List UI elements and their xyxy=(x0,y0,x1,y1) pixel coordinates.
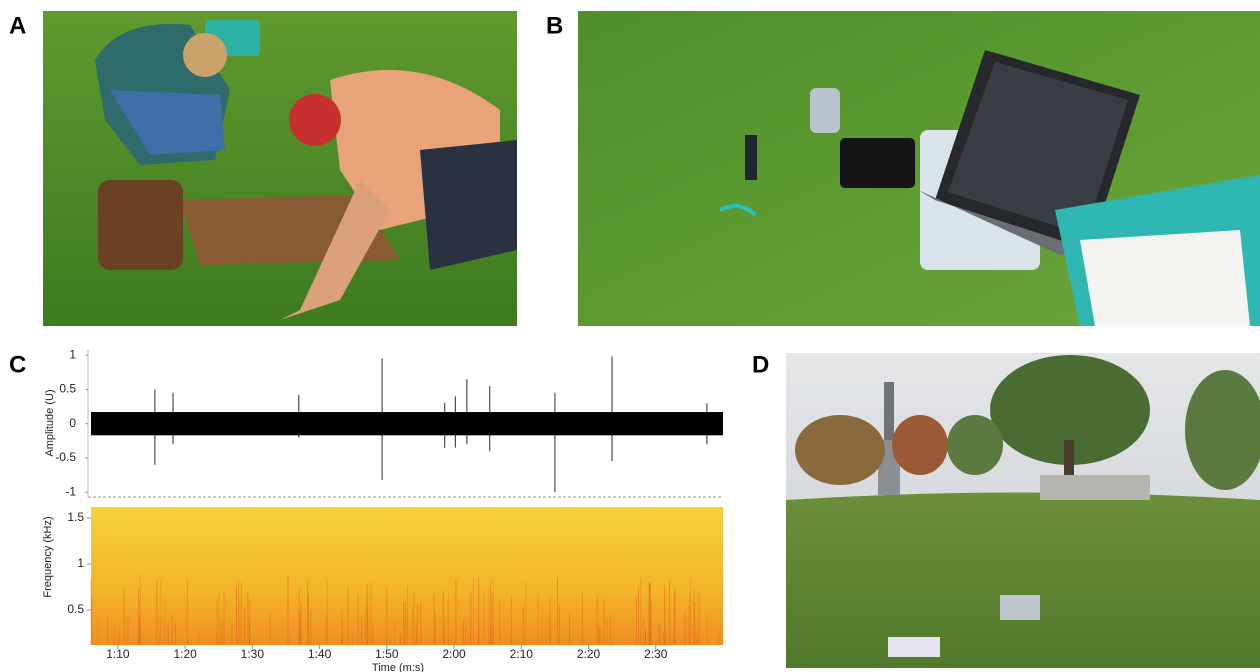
y-axis-label: Amplitude (U) xyxy=(44,389,56,456)
y-tick-label: 1.5 xyxy=(67,510,84,524)
x-tick-label: 1:40 xyxy=(308,647,332,661)
x-tick-label: 1:20 xyxy=(173,647,197,661)
x-tick-label: 2:10 xyxy=(510,647,534,661)
waveform-band xyxy=(91,412,723,435)
x-axis-label: Time (m:s) xyxy=(372,662,424,672)
y-tick-label: 1 xyxy=(77,556,84,570)
panel-label: A xyxy=(9,12,26,39)
panel-label: D xyxy=(752,351,769,378)
panel-label: C xyxy=(9,351,26,378)
panel-label: B xyxy=(546,12,563,39)
x-tick-label: 2:00 xyxy=(442,647,466,661)
figure: A B C D Amplitude (U) Frequency (kHz) Ti… xyxy=(0,0,1260,672)
y-tick-label: -1 xyxy=(65,484,76,498)
y-tick-label: 1 xyxy=(69,347,76,361)
x-tick-label: 1:30 xyxy=(241,647,265,661)
y-tick-label: 0 xyxy=(69,416,76,430)
y-axis-label: Frequency (kHz) xyxy=(42,516,54,597)
photo-b xyxy=(578,11,1260,326)
x-tick-label: 1:10 xyxy=(106,647,130,661)
photo-a xyxy=(43,11,517,326)
y-tick-label: 0.5 xyxy=(67,602,84,616)
photo-d xyxy=(786,353,1260,668)
spectrogram-image xyxy=(91,507,723,645)
y-tick-label: 0.5 xyxy=(59,382,76,396)
x-tick-label: 2:20 xyxy=(577,647,601,661)
y-tick-label: -0.5 xyxy=(55,450,76,464)
x-tick-label: 2:30 xyxy=(644,647,668,661)
x-tick-label: 1:50 xyxy=(375,647,399,661)
